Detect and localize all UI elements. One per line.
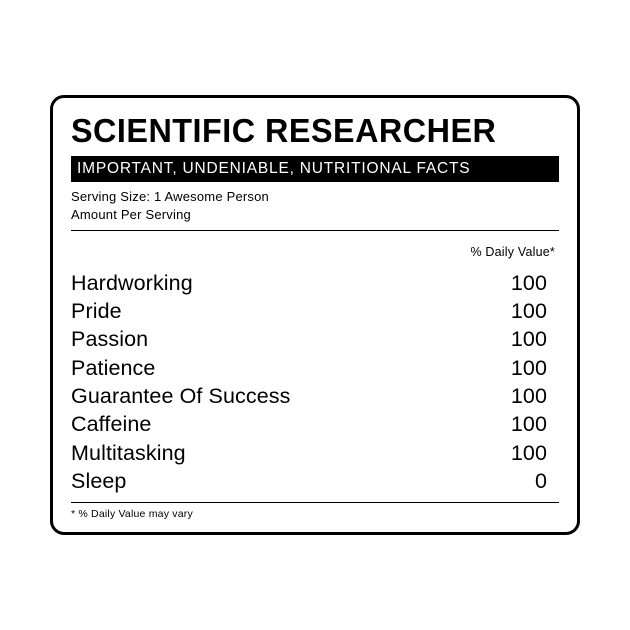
item-name: Passion	[71, 325, 148, 353]
item-row: Sleep 0	[71, 467, 559, 495]
serving-size: Serving Size: 1 Awesome Person	[71, 188, 559, 206]
daily-value-header: % Daily Value*	[71, 231, 559, 269]
item-name: Multitasking	[71, 439, 186, 467]
item-name: Patience	[71, 354, 155, 382]
item-value: 100	[511, 269, 547, 297]
footnote: * % Daily Value may vary	[71, 503, 559, 522]
item-name: Guarantee Of Success	[71, 382, 291, 410]
item-name: Sleep	[71, 467, 127, 495]
item-value: 0	[535, 467, 547, 495]
item-row: Hardworking 100	[71, 269, 559, 297]
item-row: Pride 100	[71, 297, 559, 325]
item-row: Caffeine 100	[71, 410, 559, 438]
item-value: 100	[511, 354, 547, 382]
amount-per-serving: Amount Per Serving	[71, 206, 559, 224]
item-value: 100	[511, 325, 547, 353]
item-name: Pride	[71, 297, 122, 325]
item-row: Guarantee Of Success 100	[71, 382, 559, 410]
item-value: 100	[511, 439, 547, 467]
item-name: Caffeine	[71, 410, 152, 438]
item-value: 100	[511, 297, 547, 325]
item-value: 100	[511, 410, 547, 438]
item-value: 100	[511, 382, 547, 410]
label-subtitle-banner: IMPORTANT, UNDENIABLE, NUTRITIONAL FACTS	[71, 156, 559, 182]
item-row: Patience 100	[71, 354, 559, 382]
nutrition-label: SCIENTIFIC RESEARCHER IMPORTANT, UNDENIA…	[50, 95, 580, 534]
serving-block: Serving Size: 1 Awesome Person Amount Pe…	[71, 186, 559, 230]
item-row: Passion 100	[71, 325, 559, 353]
label-title: SCIENTIFIC RESEARCHER	[71, 112, 549, 150]
items-list: Hardworking100Pride100Passion100Patience…	[71, 269, 559, 503]
item-row: Multitasking 100	[71, 439, 559, 467]
item-name: Hardworking	[71, 269, 193, 297]
